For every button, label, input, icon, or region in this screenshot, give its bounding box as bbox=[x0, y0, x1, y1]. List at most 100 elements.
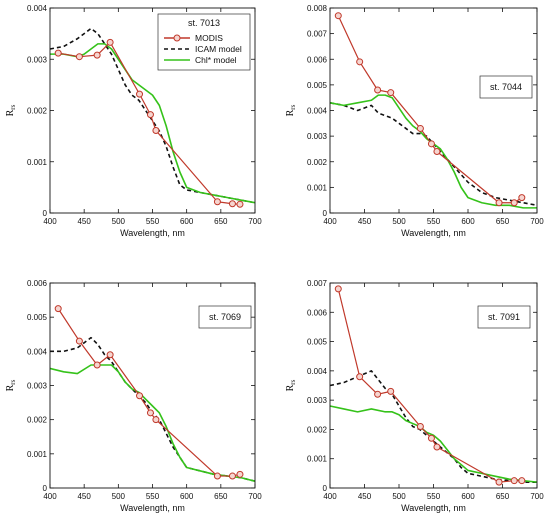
y-tick-label: 0.002 bbox=[27, 107, 48, 116]
y-axis-label-sub: rs bbox=[289, 104, 297, 109]
series-line-modis bbox=[337, 288, 522, 483]
modis-point bbox=[75, 53, 83, 61]
modis-point bbox=[213, 472, 221, 480]
y-tick-label: 0.007 bbox=[307, 279, 328, 288]
station-label: st. 7091 bbox=[488, 312, 520, 322]
x-tick-label: 400 bbox=[323, 492, 337, 501]
modis-point bbox=[152, 416, 160, 424]
panel-2: 400 450 500 550 600 650 700 0 0.001 0.002 0.003 0.0… bbox=[5, 279, 262, 513]
y-tick-label: 0.004 bbox=[307, 367, 328, 376]
modis-point bbox=[213, 198, 221, 206]
x-tick-label: 700 bbox=[530, 217, 544, 226]
modis-point bbox=[54, 305, 62, 313]
legend-entry-label: MODIS bbox=[195, 33, 223, 43]
plot-frame bbox=[49, 282, 256, 489]
plot-frame bbox=[49, 7, 256, 214]
station-box bbox=[479, 75, 533, 99]
modis-point bbox=[427, 140, 435, 148]
series-line-modis bbox=[57, 308, 241, 477]
series-line-chl-model bbox=[329, 405, 538, 483]
station-box bbox=[477, 305, 531, 329]
x-tick-label: 700 bbox=[530, 492, 544, 501]
panel-1: 400 450 500 550 600 650 700 0 0.001 0.002 0.003 0.0… bbox=[285, 4, 544, 238]
y-tick-label: 0 bbox=[323, 209, 328, 218]
y-tick-label: 0.001 bbox=[307, 455, 328, 464]
y-tick-label: 0.005 bbox=[307, 338, 328, 347]
y-tick-label: 0.003 bbox=[307, 396, 328, 405]
modis-point bbox=[510, 477, 518, 485]
modis-point bbox=[334, 12, 342, 20]
plot-area bbox=[330, 8, 537, 213]
y-axis-label: Rrs bbox=[285, 104, 297, 116]
x-tick-label: 550 bbox=[427, 217, 441, 226]
modis-point bbox=[356, 58, 364, 66]
legend-title: st. 7013 bbox=[188, 18, 220, 28]
y-axis-label: Rrs bbox=[285, 379, 297, 391]
modis-point bbox=[433, 443, 441, 451]
x-axis-label: Wavelength, nm bbox=[120, 228, 185, 238]
y-axis-label-main: R bbox=[285, 384, 296, 391]
x-tick-label: 550 bbox=[146, 217, 160, 226]
y-tick-label: 0.001 bbox=[27, 450, 48, 459]
y-tick-label: 0.003 bbox=[307, 132, 328, 141]
y-axis-label-main: R bbox=[5, 109, 16, 116]
modis-point bbox=[228, 200, 236, 208]
modis-point bbox=[146, 409, 154, 417]
y-tick-label: 0.003 bbox=[27, 382, 48, 391]
x-tick-label: 600 bbox=[180, 492, 194, 501]
y-tick-label: 0.008 bbox=[307, 4, 328, 13]
modis-point bbox=[93, 361, 101, 369]
x-tick-label: 700 bbox=[248, 492, 262, 501]
modis-point bbox=[387, 89, 395, 97]
modis-point bbox=[136, 392, 144, 400]
y-axis-label-main: R bbox=[285, 109, 296, 116]
station-label: st. 7044 bbox=[490, 82, 522, 92]
modis-point bbox=[495, 199, 503, 207]
modis-point bbox=[374, 390, 382, 398]
x-tick-label: 400 bbox=[43, 217, 57, 226]
y-tick-label: 0.006 bbox=[27, 279, 48, 288]
series-line-icam-model bbox=[49, 27, 256, 204]
modis-point bbox=[106, 38, 114, 46]
y-tick-label: 0 bbox=[43, 484, 48, 493]
modis-point bbox=[334, 285, 342, 293]
modis-point bbox=[427, 434, 435, 442]
x-tick-label: 650 bbox=[214, 492, 228, 501]
modis-point bbox=[518, 194, 526, 202]
x-tick-label: 400 bbox=[323, 217, 337, 226]
y-tick-label: 0.006 bbox=[307, 308, 328, 317]
modis-point bbox=[495, 478, 503, 486]
y-axis-label-sub: rs bbox=[9, 379, 17, 384]
series-line-modis bbox=[58, 41, 241, 205]
modis-point bbox=[236, 470, 244, 478]
y-tick-label: 0.002 bbox=[27, 416, 48, 425]
plot-frame bbox=[329, 7, 538, 214]
x-tick-label: 400 bbox=[43, 492, 57, 501]
panel-3: 400 450 500 550 600 650 700 0 0.001 0.002 0.003 0.0… bbox=[285, 279, 544, 513]
modis-point bbox=[510, 199, 518, 207]
y-tick-label: 0.004 bbox=[307, 107, 328, 116]
x-tick-label: 650 bbox=[496, 217, 510, 226]
y-axis-label-sub: rs bbox=[289, 379, 297, 384]
plot-frame bbox=[329, 282, 538, 489]
y-tick-label: 0.005 bbox=[27, 313, 48, 322]
x-axis-label: Wavelength, nm bbox=[401, 228, 466, 238]
x-tick-label: 450 bbox=[77, 217, 91, 226]
modis-point bbox=[416, 423, 424, 430]
x-tick-label: 650 bbox=[214, 217, 228, 226]
y-axis-label: Rrs bbox=[5, 379, 17, 391]
modis-point bbox=[75, 337, 83, 345]
x-tick-label: 600 bbox=[461, 492, 475, 501]
x-tick-label: 500 bbox=[392, 492, 406, 501]
y-tick-label: 0 bbox=[43, 209, 48, 218]
x-tick-label: 500 bbox=[112, 217, 126, 226]
x-tick-label: 500 bbox=[392, 217, 406, 226]
y-tick-label: 0 bbox=[323, 484, 328, 493]
x-tick-label: 600 bbox=[461, 217, 475, 226]
x-tick-label: 650 bbox=[496, 492, 510, 501]
y-tick-label: 0.004 bbox=[27, 4, 48, 13]
x-tick-label: 450 bbox=[77, 492, 91, 501]
y-tick-label: 0.001 bbox=[27, 158, 48, 167]
modis-point bbox=[93, 51, 101, 59]
